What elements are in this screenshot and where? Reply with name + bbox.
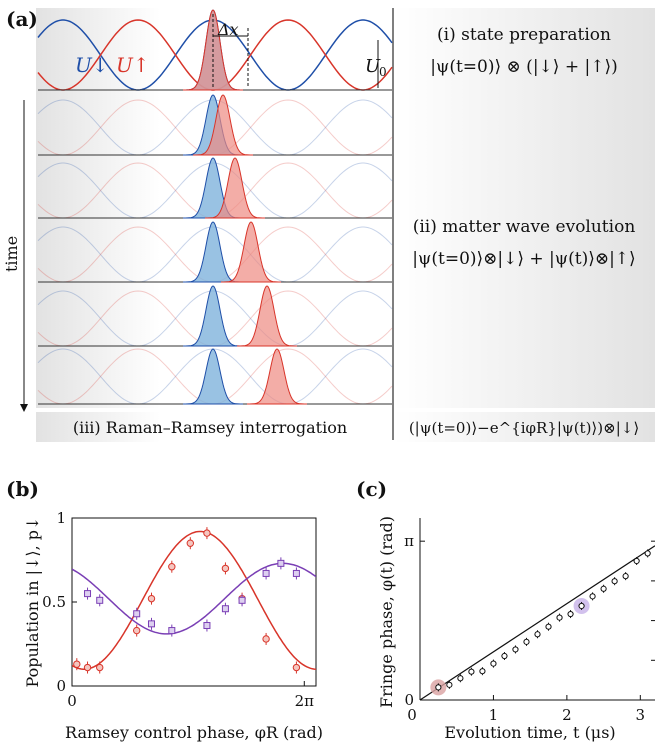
chart-c-point [512,646,519,653]
chart-b-point [186,539,195,547]
chart-b-plot [72,527,316,674]
chart-b-point [262,635,270,643]
u-up-label: U↑ [116,53,150,77]
chart-c-point [545,623,552,630]
u0-label: U [365,56,381,77]
chart-c-xtick-label: 1 [489,706,499,724]
chart-b-fit-1 [72,562,316,635]
chart-c-ticks: 0 1 2 3 0 π [404,532,655,724]
wavepacket-up-5 [247,348,307,405]
chart-c-xtick-label: 3 [636,706,646,724]
chart-b-fit-0 [72,530,316,670]
chart-c-point [523,638,530,645]
step2-title: (ii) matter wave evolution [413,217,636,237]
u0-subscript: 0 [379,65,387,79]
chart-b-point [221,564,230,573]
wavepacket-down-5 [183,348,243,405]
panel-c-label: (c) [356,477,387,501]
chart-c-xtick-label: 0 [407,706,417,724]
chart-c-point [556,614,563,621]
step2-equation: |ψ(t=0)⟩⊗|↓⟩ + |ψ(t)⟩⊗|↑⟩ [412,249,635,269]
chart-b-xtick-label: 2π [295,692,315,710]
chart-c-xlabel: Evolution time, t (μs) [444,723,615,742]
chart-b-point [277,559,285,567]
chart-c-ytick-label: 0 [404,691,414,709]
chart-c-ylabel: Fringe phase, φ(t) (rad) [377,516,396,708]
chart-b-point [147,620,155,628]
chart-b-xlabel: Ramsey control phase, φR (rad) [65,723,323,742]
chart-c-ytick-label: π [404,532,414,550]
step3-equation: (|ψ(t=0)⟩−e^{iφR}|ψ(t)⟩)⊗|↓⟩ [409,419,639,437]
chart-c-point [490,660,497,667]
chart-c-point [446,681,453,688]
chart-c-point [611,578,618,585]
time-label: time [2,236,21,272]
chart-c-fit-line [419,545,655,701]
wavepacket-down-4 [183,285,243,347]
chart-c-point [479,668,486,675]
chart-b-ytick-label: 0 [56,677,66,695]
chart-b-point [262,569,270,577]
chart-c-xtick-label: 2 [562,706,572,724]
chart-b-point [292,663,301,672]
chart-c-point [622,573,629,580]
chart-c-point [435,684,442,691]
chart-b-point [73,660,81,668]
chart-c-point [501,652,508,660]
chart-b-point [83,663,92,672]
panel-b: (b) 0 2π 0 0.5 1 Ramsey control phase, φR (r… [6,477,323,742]
chart-c-point [589,593,596,600]
panel-b-label: (b) [6,477,39,501]
chart-b-ytick-label: 0.5 [42,593,66,611]
chart-b-point [203,529,211,537]
chart-c-point [600,585,607,592]
panel-c: (c) 0 1 2 3 0 π Evolution time, t (μs) Fringe… [356,477,655,742]
wavepacket-up-2 [205,157,265,219]
step3-title: (iii) Raman–Ramsey interrogation [73,418,347,437]
chart-c-point [567,610,574,618]
chart-b-point [168,563,176,571]
chart-c-point [633,557,640,565]
step1-equation: |ψ(t=0)⟩ ⊗ (|↓⟩ + |↑⟩) [430,57,617,77]
chart-c-plot [419,545,655,701]
chart-b-xtick-label: 0 [67,692,77,710]
step1-title: (i) state preparation [437,25,611,45]
bottom-strip-left [36,412,392,442]
chart-b-point [292,569,300,577]
chart-b-ticks: 0 2π 0 0.5 1 [42,509,314,710]
chart-b-point [96,663,104,672]
chart-b-point [147,594,156,603]
chart-b-point [84,590,92,598]
potential-down-5 [37,348,393,405]
chart-c-point [468,668,475,675]
chart-c-point [534,631,541,638]
chart-b-point [132,626,141,635]
chart-b-point [238,596,246,604]
panel-a-label: (a) [6,7,38,31]
chart-c-point [457,675,464,682]
time-arrowhead [20,404,28,412]
chart-b-ytick-label: 1 [56,509,66,527]
wavepacket-up-3 [221,221,281,283]
chart-b-point [96,596,104,604]
chart-b-point [168,627,176,635]
chart-b-ylabel: Population in |↓⟩, p↓ [23,517,42,688]
chart-c-point [644,550,651,557]
wavepacket-up-4 [237,285,297,347]
chart-c-point [578,602,585,610]
wavepacket-up-1 [193,94,253,156]
panel-a: (a) U↓ U↑ Δx U 0 time (i) state preparat… [2,7,655,442]
u-down-label: U↓ [75,53,109,77]
bottom-strip-right [394,412,655,442]
chart-b-point [133,610,141,618]
delta-x-label: Δx [217,20,239,39]
right-panel-bg [394,8,655,408]
chart-b-point [203,622,211,630]
chart-b-point [221,605,229,613]
